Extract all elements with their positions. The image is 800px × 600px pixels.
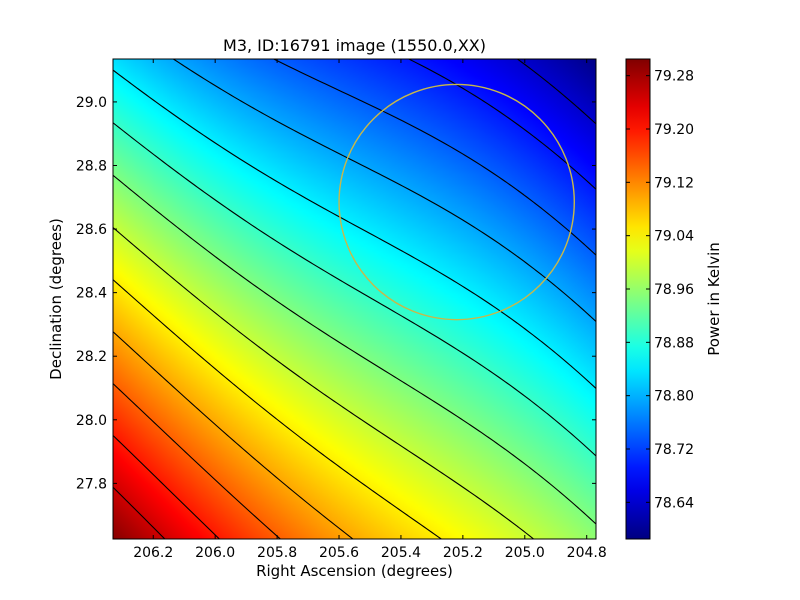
- contour-line: [408, 59, 596, 190]
- contour-lines: [113, 59, 596, 539]
- contour-line: [172, 59, 596, 323]
- contour-line: [113, 331, 354, 539]
- y-axis: 27.8 28.0 28.2 28.4 28.6 28.8 29.0: [76, 95, 596, 492]
- x-tick-label: 205.2: [443, 545, 483, 561]
- annotation-circle: [338, 83, 575, 321]
- y-tick-label: 29.0: [76, 95, 107, 111]
- plot-frame: [112, 58, 597, 540]
- x-tick-label: 206.0: [195, 545, 235, 561]
- contour-line: [113, 486, 166, 539]
- x-tick-label: 205.4: [381, 545, 421, 561]
- y-axis-label: Declination (degrees): [47, 218, 65, 380]
- contour-line: [273, 59, 596, 256]
- y-tick-label: 27.8: [76, 476, 107, 492]
- colorbar-tick-label: 78.96: [654, 282, 694, 298]
- colorbar-tick-label: 79.12: [654, 175, 694, 191]
- x-axis: 206.2 206.0 205.8 205.6 205.4 205.2 205.0 204.8: [133, 59, 607, 561]
- x-tick-label: 205.6: [319, 545, 359, 561]
- colorbar-frame: [625, 58, 651, 540]
- x-axis-label: Right Ascension (degrees): [256, 562, 453, 580]
- colorbar-label: Power in Kelvin: [705, 242, 723, 356]
- contour-line: [113, 174, 596, 525]
- contour-line: [113, 69, 596, 389]
- colorbar-ticks: 78.64 78.72 78.80 78.88 78.96 79.04 79.12 79.20…: [626, 69, 694, 511]
- contour-line: [113, 122, 596, 457]
- contour-line: [113, 383, 281, 539]
- contour-line: [113, 279, 442, 539]
- chart-title: M3, ID:16791 image (1550.0,XX): [223, 36, 486, 55]
- colorbar: 78.64 78.72 78.80 78.88 78.96 79.04 79.12 79.20…: [625, 58, 723, 540]
- y-tick-label: 28.0: [76, 413, 107, 429]
- y-tick-label: 28.4: [76, 286, 107, 302]
- contour-line: [113, 434, 220, 539]
- x-tick-label: 204.8: [567, 545, 607, 561]
- colorbar-tick-label: 78.88: [654, 335, 694, 351]
- colorbar-tick-label: 78.64: [654, 495, 694, 511]
- colorbar-tick-label: 79.28: [654, 69, 694, 85]
- y-tick-label: 28.8: [76, 158, 107, 174]
- colorbar-tick-label: 78.80: [654, 389, 694, 405]
- colorbar-tick-label: 79.04: [654, 229, 694, 245]
- x-tick-label: 205.0: [505, 545, 545, 561]
- colorbar-gradient: [626, 59, 650, 539]
- colorbar-tick-label: 78.72: [654, 442, 694, 458]
- y-tick-label: 28.2: [76, 349, 107, 365]
- colorbar-tick-label: 79.20: [654, 122, 694, 138]
- x-tick-label: 206.2: [133, 545, 173, 561]
- contour-line: [113, 227, 535, 539]
- y-tick-label: 28.6: [76, 222, 107, 238]
- x-tick-label: 205.8: [257, 545, 297, 561]
- plot-area: [112, 58, 597, 540]
